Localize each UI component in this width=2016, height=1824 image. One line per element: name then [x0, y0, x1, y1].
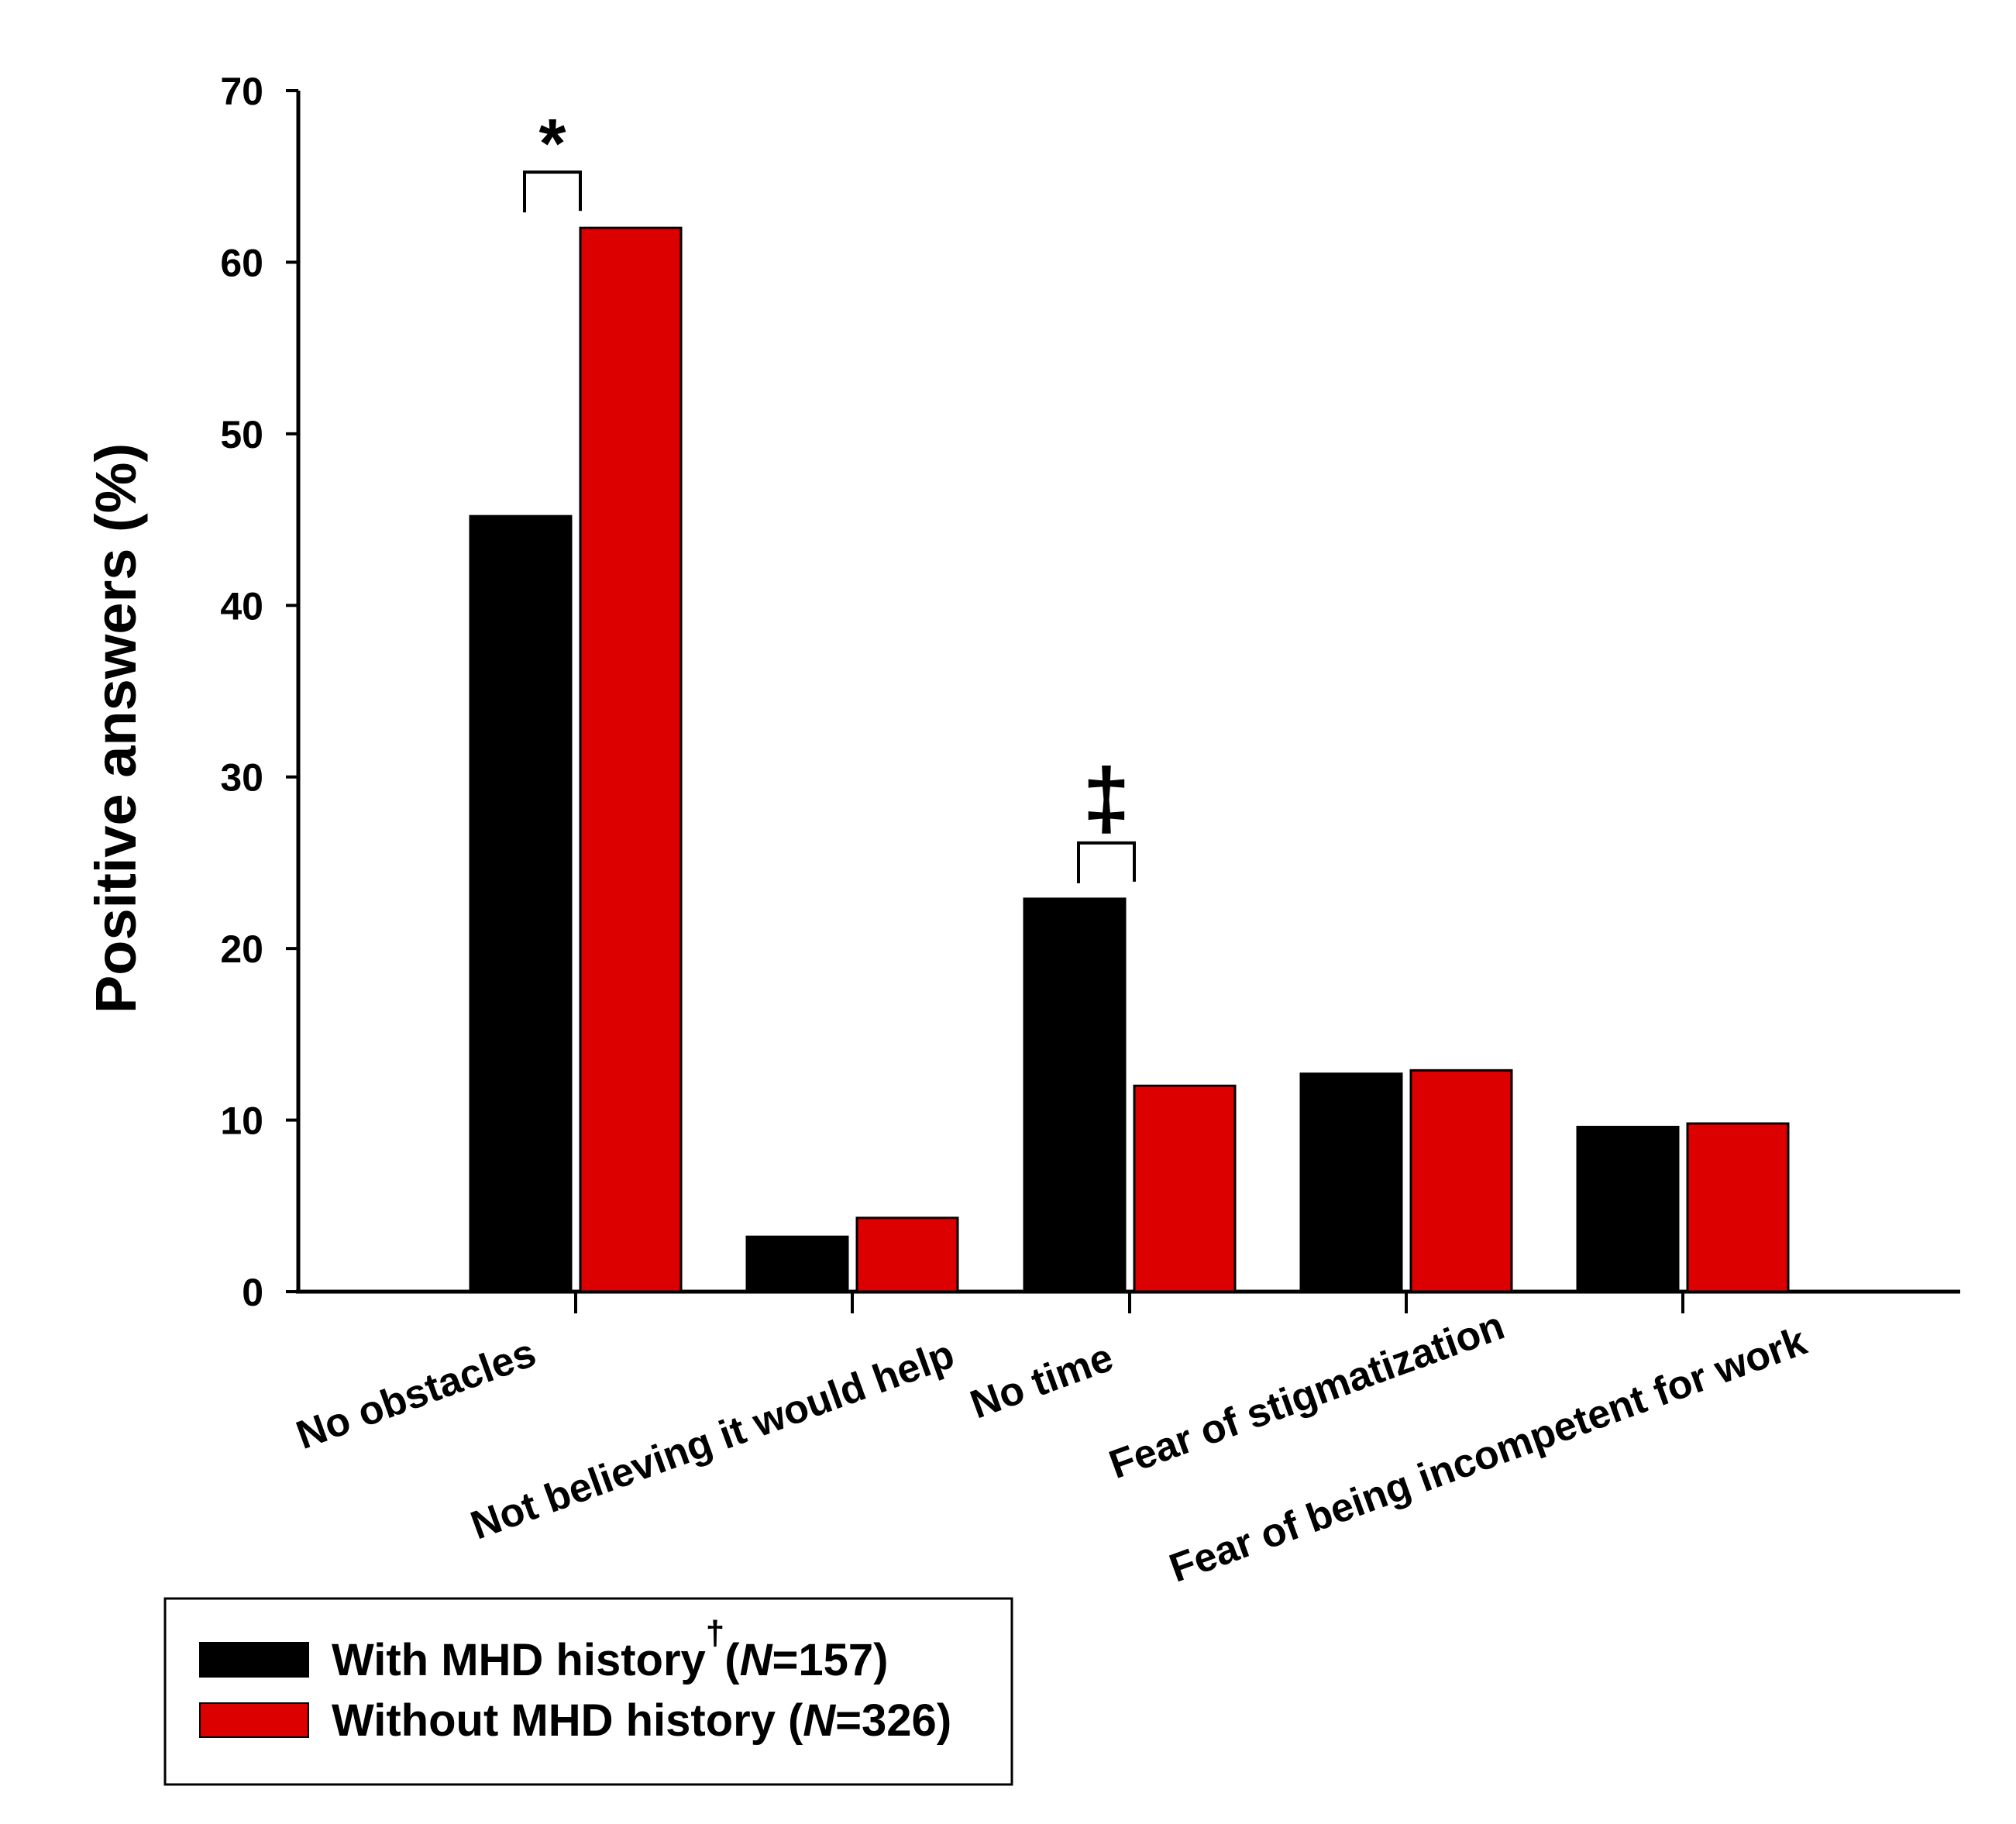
category-label: Fear of being incompetent for work: [1164, 1319, 1812, 1592]
legend-label-with-mhd: With MHD history†(N=157): [332, 1614, 888, 1685]
legend-swatch-without-mhd: [199, 1702, 309, 1738]
significance-bracket: [523, 170, 582, 213]
category-label: No time: [965, 1335, 1119, 1428]
legend-dagger: †: [706, 1614, 724, 1652]
bar-without-mhd-0: [579, 226, 683, 1293]
legend-name-with-mhd: With MHD history: [332, 1635, 706, 1685]
legend-n-rest-without: =326): [835, 1695, 951, 1746]
legend: With MHD history†(N=157) Without MHD his…: [163, 1597, 1013, 1786]
bar-without-mhd-2: [1133, 1084, 1237, 1293]
bar-with-mhd-4: [1576, 1125, 1680, 1293]
y-tick-label: 10: [220, 1100, 263, 1143]
y-tick-label: 50: [220, 413, 263, 456]
y-tick-label: 70: [220, 70, 263, 113]
bar-with-mhd-1: [745, 1235, 849, 1293]
y-axis-label: Positive answers (%): [84, 443, 148, 1014]
legend-label-without-mhd: Without MHD history (N=326): [332, 1695, 951, 1746]
bar-with-mhd-0: [469, 515, 573, 1293]
y-tick-label: 60: [220, 241, 263, 284]
legend-swatch-with-mhd: [199, 1642, 309, 1678]
legend-n-open-without: (: [788, 1695, 803, 1746]
bar-without-mhd-4: [1686, 1122, 1790, 1293]
bar-with-mhd-2: [1023, 897, 1127, 1293]
bar-without-mhd-1: [855, 1217, 959, 1293]
legend-n-rest-with: =157): [772, 1635, 888, 1685]
bar-with-mhd-3: [1299, 1072, 1403, 1293]
significance-annotations: *‡: [523, 105, 1136, 883]
y-tick-label: 40: [220, 584, 263, 628]
bar-without-mhd-3: [1409, 1069, 1513, 1293]
x-axis-ticks: [574, 1292, 1684, 1313]
category-label: Not believing it would help: [465, 1332, 960, 1549]
y-tick-label: 20: [220, 927, 263, 971]
significance-symbol: ‡: [1082, 751, 1130, 846]
legend-n-italic-without: N: [803, 1695, 836, 1746]
legend-name-without-mhd: Without MHD history: [332, 1695, 776, 1746]
y-tick-label: 30: [220, 756, 263, 800]
category-label: No obstacles: [291, 1330, 542, 1458]
significance-symbol: *: [538, 105, 566, 183]
legend-n-italic-with: N: [740, 1635, 773, 1685]
bars: [469, 226, 1790, 1293]
legend-box: [163, 1597, 1013, 1786]
y-tick-label: 0: [242, 1271, 263, 1314]
legend-n-open-with: (: [724, 1635, 740, 1685]
significance-bracket: [1077, 841, 1136, 883]
y-axis-ticks: 0 10 20 30 40 50 60 70: [220, 70, 298, 1314]
